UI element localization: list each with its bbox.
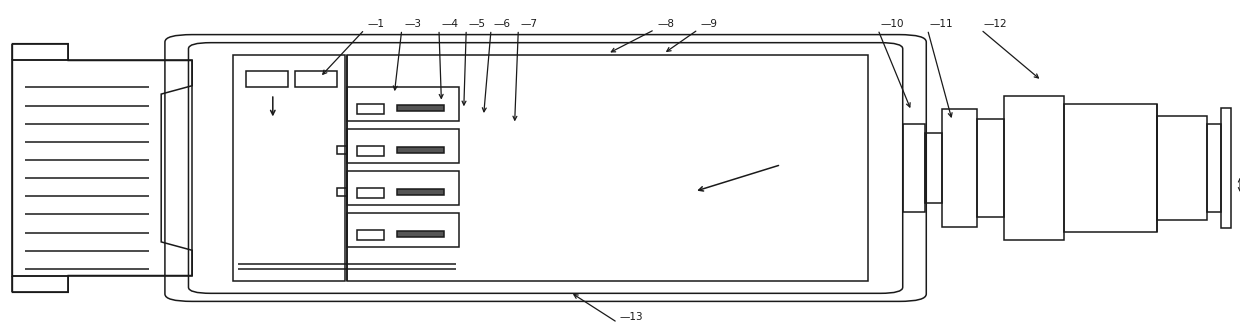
- Bar: [357, 188, 384, 198]
- Bar: [1221, 108, 1231, 228]
- Bar: [1207, 124, 1221, 212]
- Text: —8: —8: [657, 18, 675, 29]
- Text: —7: —7: [521, 18, 538, 29]
- Bar: [233, 55, 345, 281]
- Bar: [347, 171, 459, 205]
- Bar: [397, 147, 444, 153]
- Bar: [1004, 96, 1064, 240]
- Bar: [977, 119, 1004, 217]
- Bar: [12, 60, 192, 276]
- Bar: [337, 146, 347, 154]
- Text: —6: —6: [494, 18, 511, 29]
- Bar: [397, 231, 444, 237]
- Text: —9: —9: [701, 18, 718, 29]
- Bar: [397, 105, 444, 111]
- Bar: [347, 87, 459, 121]
- Bar: [347, 213, 459, 247]
- Bar: [246, 71, 288, 87]
- Bar: [347, 129, 459, 163]
- Bar: [357, 146, 384, 156]
- Text: —5: —5: [469, 18, 486, 29]
- Bar: [942, 109, 977, 227]
- Text: —3: —3: [404, 18, 422, 29]
- Bar: [337, 188, 347, 196]
- Bar: [397, 189, 444, 195]
- Bar: [347, 55, 868, 281]
- Bar: [357, 104, 384, 114]
- Text: —12: —12: [983, 18, 1007, 29]
- Bar: [1064, 104, 1157, 232]
- Text: —1: —1: [367, 18, 384, 29]
- Text: —10: —10: [880, 18, 904, 29]
- Bar: [295, 71, 337, 87]
- Bar: [925, 133, 942, 203]
- Text: —11: —11: [930, 18, 954, 29]
- Text: —4: —4: [441, 18, 459, 29]
- Bar: [903, 124, 925, 212]
- Bar: [357, 230, 384, 240]
- Text: —13: —13: [620, 311, 644, 322]
- Bar: [1157, 116, 1207, 220]
